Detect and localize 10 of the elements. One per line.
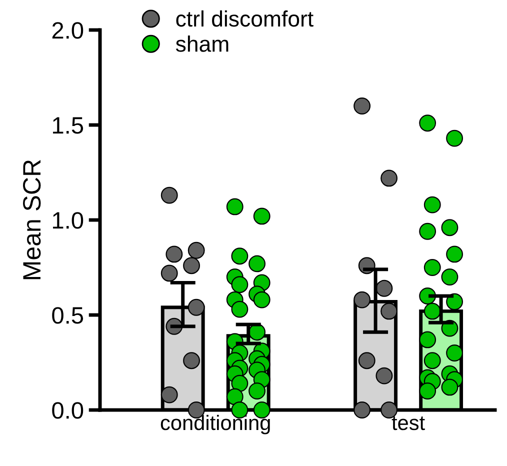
legend-label: ctrl discomfort xyxy=(176,10,314,27)
y-tick-label: 1.5 xyxy=(53,117,84,134)
y-axis-title: Mean SCR xyxy=(23,160,41,280)
x-tick-label: test xyxy=(392,416,425,430)
y-tick-label: 1.0 xyxy=(53,212,84,229)
legend-label: sham xyxy=(176,36,228,52)
x-tick-label: conditioning xyxy=(160,414,270,434)
y-tick-label: 0.5 xyxy=(52,307,84,324)
y-tick-label: 0.0 xyxy=(52,402,84,419)
y-tick-label: 2.0 xyxy=(52,22,84,39)
